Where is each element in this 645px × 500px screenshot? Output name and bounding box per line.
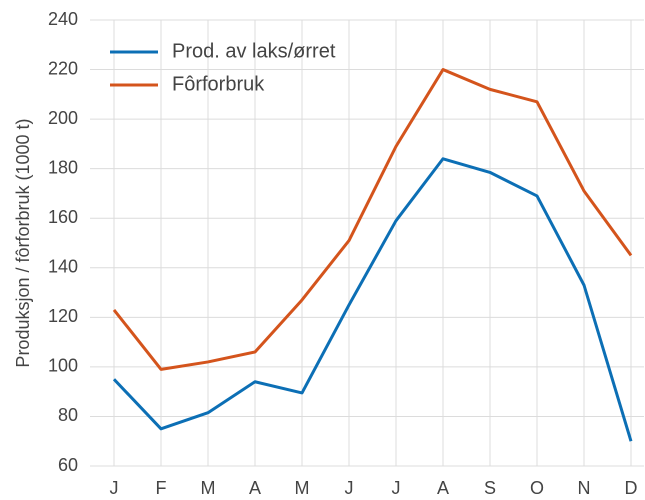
y-tick-label: 220 [48, 58, 78, 78]
y-tick-label: 200 [48, 108, 78, 128]
x-tick-label: S [484, 478, 496, 498]
y-tick-label: 140 [48, 257, 78, 277]
x-tick-label: F [156, 478, 167, 498]
x-tick-label: J [345, 478, 354, 498]
legend-label: Fôrforbruk [172, 73, 265, 95]
y-tick-label: 60 [58, 455, 78, 475]
legend-label: Prod. av laks/ørret [172, 40, 336, 62]
x-tick-label: A [249, 478, 261, 498]
y-tick-label: 160 [48, 207, 78, 227]
y-tick-label: 120 [48, 306, 78, 326]
x-tick-label: N [578, 478, 591, 498]
x-tick-label: A [437, 478, 449, 498]
y-tick-label: 80 [58, 405, 78, 425]
y-tick-label: 240 [48, 9, 78, 29]
x-tick-label: M [295, 478, 310, 498]
y-axis-label: Produksjon / fôrforbruk (1000 t) [13, 118, 33, 367]
x-tick-label: D [625, 478, 638, 498]
x-tick-label: M [201, 478, 216, 498]
y-tick-label: 100 [48, 356, 78, 376]
line [112, 157, 633, 442]
x-tick-label: J [392, 478, 401, 498]
x-tick-label: O [530, 478, 544, 498]
x-tick-label: J [110, 478, 119, 498]
line [112, 68, 633, 371]
y-tick-label: 180 [48, 157, 78, 177]
